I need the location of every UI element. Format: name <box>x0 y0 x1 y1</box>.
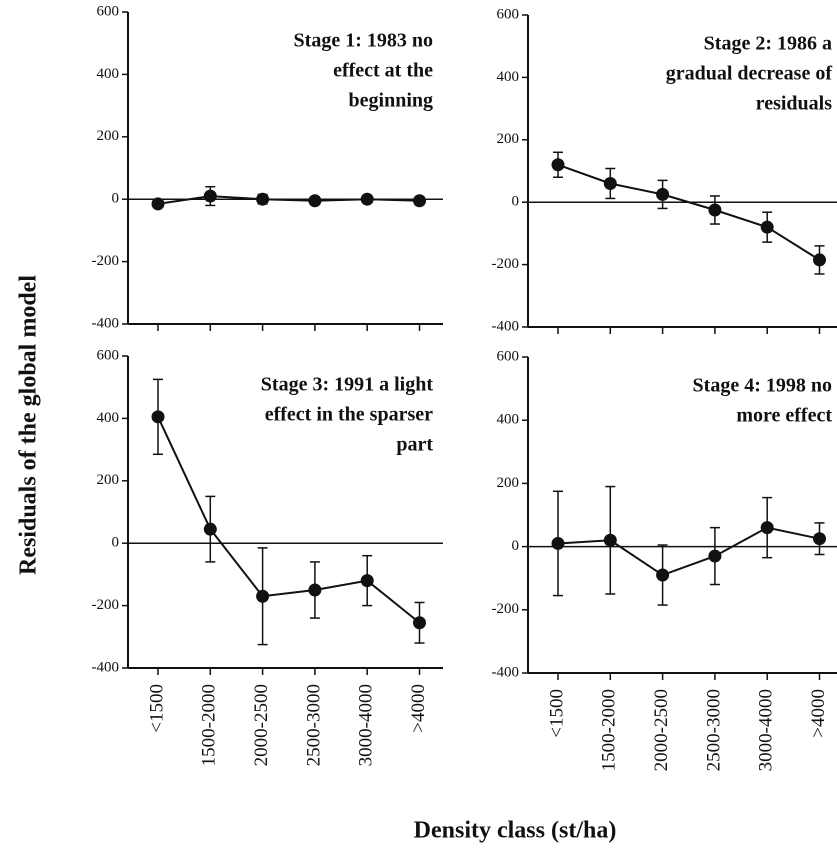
panel-title: part <box>396 434 433 456</box>
y-tick-label: 200 <box>497 131 520 147</box>
point <box>203 189 217 203</box>
x-tick-label: <1500 <box>146 684 167 733</box>
point <box>151 410 165 424</box>
point <box>203 522 217 536</box>
point <box>708 203 722 217</box>
point <box>256 192 270 206</box>
point <box>813 532 826 546</box>
y-tick-label: -200 <box>492 256 520 272</box>
series-line <box>557 526 820 577</box>
y-tick-label: -400 <box>92 659 120 675</box>
point <box>656 187 670 201</box>
x-tick-label: >4000 <box>808 689 829 738</box>
y-tick-label: 600 <box>497 348 520 364</box>
x-tick-label: 2500-3000 <box>303 684 324 766</box>
point <box>760 521 774 535</box>
point <box>603 176 617 190</box>
point <box>603 533 617 547</box>
x-tick-label: 2500-3000 <box>703 689 724 771</box>
y-tick-label: 400 <box>497 412 520 428</box>
point <box>308 194 322 208</box>
series-line <box>157 195 420 205</box>
panel-title: Stage 3: 1991 a light <box>261 374 434 396</box>
panel: -400 -200 0 200 400 600 Stage 1: 1983 no effect… <box>92 3 443 331</box>
x-tick-label: >4000 <box>408 684 429 733</box>
x-tick-label: 1500-2000 <box>599 689 620 771</box>
panel: -400 -200 0 200 400 600 Stage 2: 1986 a gradual… <box>492 6 837 334</box>
y-tick-label: 0 <box>512 538 520 554</box>
point <box>151 197 165 211</box>
point <box>656 568 670 582</box>
y-tick-label: 600 <box>497 6 520 22</box>
point <box>708 549 722 563</box>
panel-title: gradual decrease of <box>666 63 833 85</box>
y-tick-label: 400 <box>497 69 520 85</box>
y-tick-label: 0 <box>112 191 120 207</box>
y-tick-label: 0 <box>512 194 520 210</box>
point <box>360 574 374 588</box>
y-tick-label: 400 <box>97 410 120 426</box>
y-tick-label: -400 <box>92 315 120 331</box>
panel-title: residuals <box>756 93 833 115</box>
panel-title: effect in the sparser <box>265 404 433 426</box>
series-line <box>157 416 421 624</box>
panel: -400 -200 0 200 400 600 Stage 3: 1991 a light e… <box>92 347 443 766</box>
y-tick-label: 0 <box>112 535 120 551</box>
y-tick-label: 600 <box>97 347 120 363</box>
panel-title: Stage 2: 1986 a <box>704 33 832 55</box>
series-line <box>557 163 821 261</box>
y-tick-label: -200 <box>92 597 120 613</box>
x-tick-label: 3000-4000 <box>756 689 777 771</box>
y-tick-label: -200 <box>92 253 120 269</box>
panel-title: beginning <box>349 90 433 112</box>
y-axis-label: Residuals of the global model <box>16 275 42 575</box>
point <box>256 589 270 603</box>
x-axis-label: Density class (st/ha) <box>414 818 617 844</box>
point <box>413 194 426 208</box>
point <box>360 192 374 206</box>
y-tick-label: 600 <box>97 3 120 19</box>
point <box>413 616 426 630</box>
x-tick-label: 2000-2500 <box>651 689 672 771</box>
x-tick-label: 3000-4000 <box>356 684 377 766</box>
panel-title: Stage 1: 1983 no <box>294 30 433 52</box>
x-tick-label: <1500 <box>546 689 567 738</box>
y-tick-label: -400 <box>492 318 520 334</box>
point <box>308 583 322 597</box>
panel: -400 -200 0 200 400 600 Stage 4: 1998 no more e… <box>492 348 837 771</box>
y-tick-label: -200 <box>492 601 520 617</box>
panel-title: effect at the <box>333 60 433 82</box>
point <box>813 253 826 267</box>
panel-title: more effect <box>736 405 832 427</box>
x-tick-label: 1500-2000 <box>199 684 220 766</box>
y-tick-label: 200 <box>497 475 520 491</box>
point <box>551 536 565 550</box>
point <box>760 220 774 234</box>
y-tick-label: 400 <box>97 66 120 82</box>
x-tick-label: 2000-2500 <box>251 684 272 766</box>
panel-title: Stage 4: 1998 no <box>693 375 832 397</box>
y-tick-label: 200 <box>97 128 120 144</box>
y-tick-label: -400 <box>492 664 520 680</box>
y-tick-label: 200 <box>97 472 120 488</box>
point <box>551 158 565 172</box>
